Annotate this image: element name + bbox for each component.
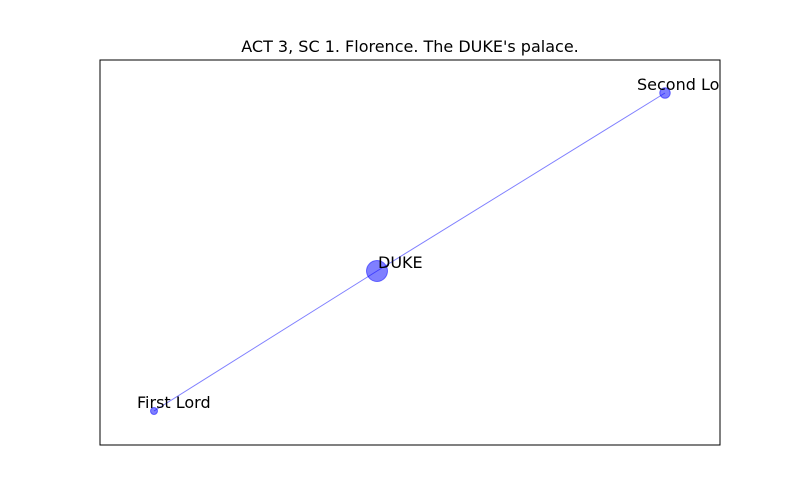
- node-label-duke: DUKE: [378, 253, 423, 272]
- node-first-lord: [150, 407, 158, 415]
- node-duke: [366, 260, 388, 282]
- node-layer: [150, 87, 671, 415]
- chart-title: ACT 3, SC 1. Florence. The DUKE's palace…: [241, 37, 579, 56]
- edge-layer: [153, 92, 666, 412]
- edge-0: [376, 92, 666, 272]
- edge-1: [153, 270, 378, 412]
- node-label-second-lord: Second Lord: [637, 75, 736, 94]
- plot-frame: [99, 59, 721, 446]
- node-second-lord: [659, 87, 671, 99]
- label-layer: DUKE Second Lord First Lord: [137, 75, 736, 412]
- node-label-first-lord: First Lord: [137, 393, 211, 412]
